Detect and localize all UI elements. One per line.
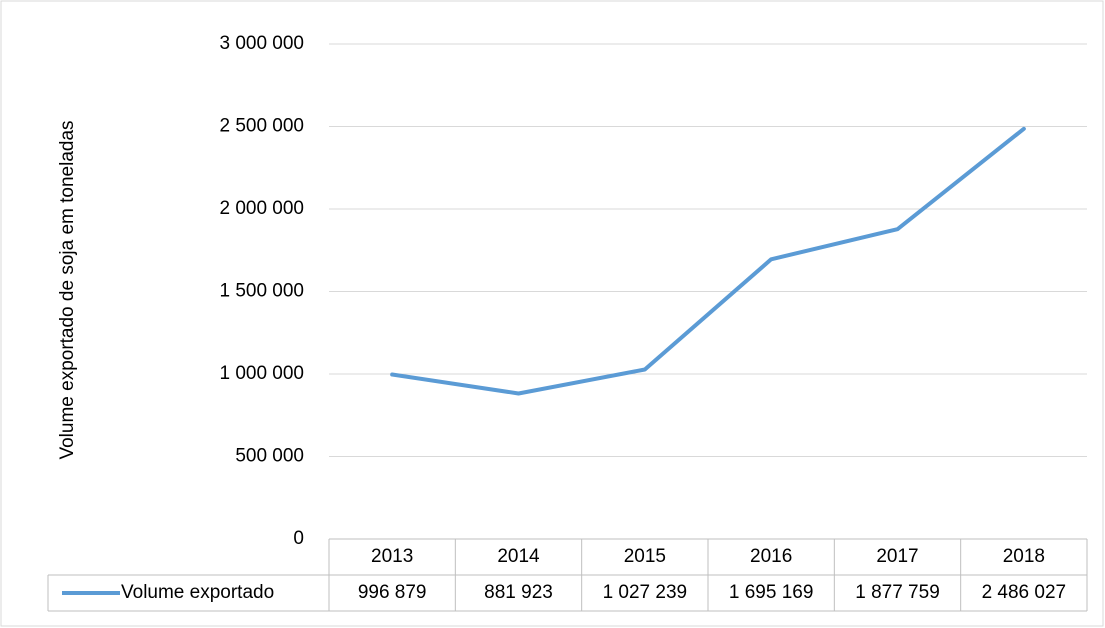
y-axis-title: Volume exportado de soja em toneladas — [57, 120, 78, 459]
y-tick-label: 2 000 000 — [219, 198, 304, 219]
x-tick-label: 2017 — [876, 546, 918, 567]
x-tick-label: 2018 — [1003, 546, 1045, 567]
y-tick-label: 500 000 — [235, 446, 304, 467]
table-value: 1 695 169 — [729, 582, 814, 603]
table-value: 881 923 — [484, 582, 553, 603]
y-tick-label: 3 000 000 — [219, 33, 304, 54]
legend-label: Volume exportado — [121, 582, 274, 603]
x-tick-label: 2015 — [624, 546, 666, 567]
table-value: 1 027 239 — [603, 582, 688, 603]
y-tick-label: 0 — [293, 528, 304, 549]
x-tick-label: 2016 — [750, 546, 792, 567]
x-tick-label: 2014 — [497, 546, 540, 567]
y-tick-label: 2 500 000 — [219, 116, 304, 137]
data-line — [390, 126, 1026, 396]
table-value: 1 877 759 — [855, 582, 940, 603]
table-value: 996 879 — [358, 582, 427, 603]
table-value: 2 486 027 — [982, 582, 1067, 603]
y-tick-label: 1 500 000 — [219, 281, 304, 302]
y-tick-label: 1 000 000 — [219, 363, 304, 384]
x-tick-label: 2013 — [371, 546, 413, 567]
